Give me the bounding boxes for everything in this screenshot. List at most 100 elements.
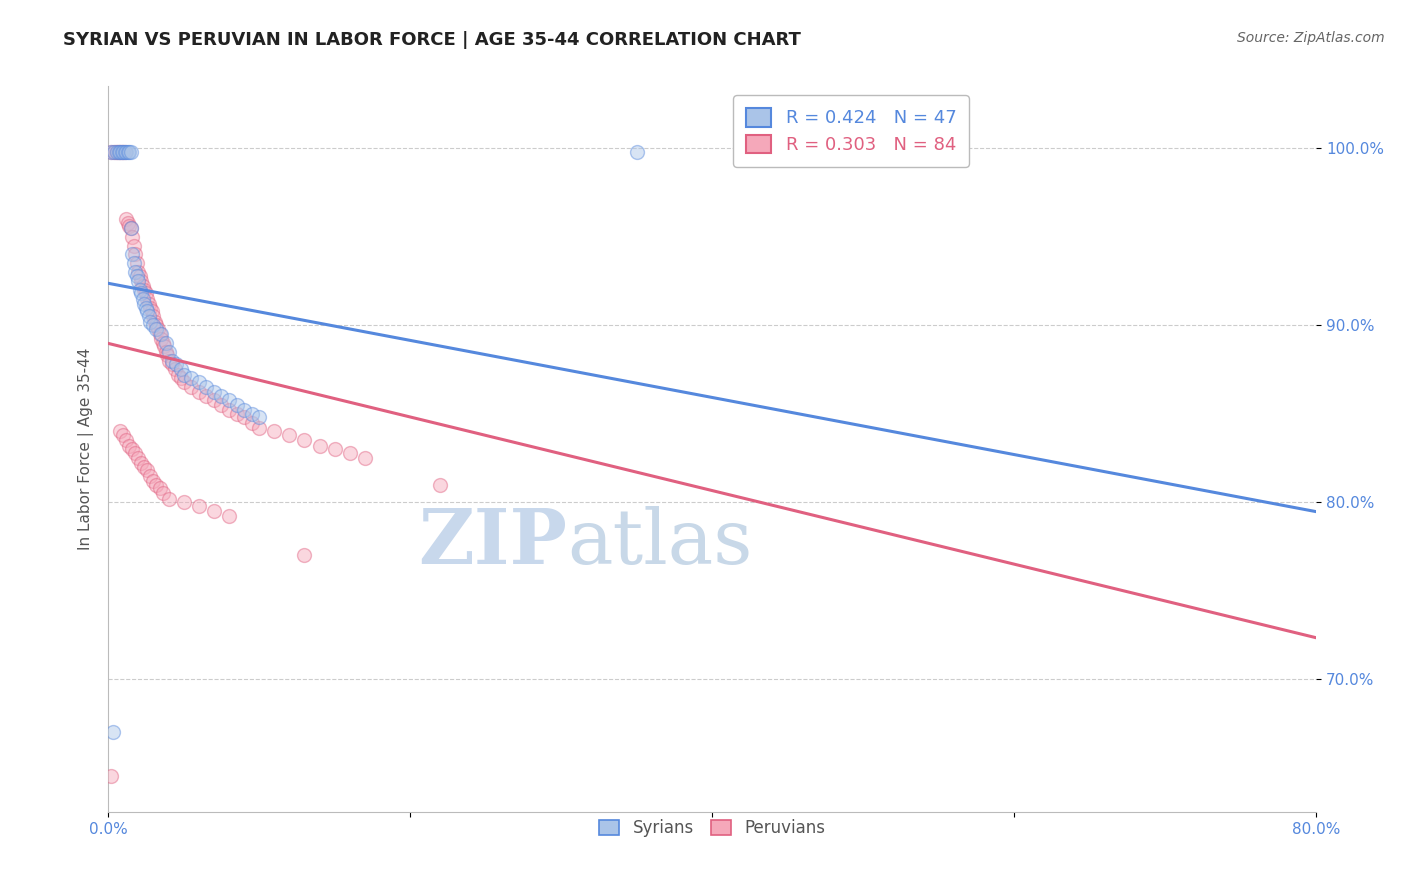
Point bbox=[195, 389, 218, 403]
Text: Source: ZipAtlas.com: Source: ZipAtlas.com bbox=[1237, 31, 1385, 45]
Point bbox=[278, 428, 301, 442]
Point bbox=[104, 145, 127, 159]
Point bbox=[110, 145, 132, 159]
Point bbox=[139, 301, 162, 315]
Point bbox=[127, 274, 149, 288]
Point bbox=[142, 474, 165, 488]
Point bbox=[157, 491, 180, 506]
Point bbox=[107, 145, 129, 159]
Point bbox=[202, 392, 225, 407]
Point bbox=[180, 371, 202, 385]
Point bbox=[117, 145, 139, 159]
Point bbox=[153, 339, 176, 353]
Point bbox=[150, 333, 173, 347]
Point bbox=[139, 315, 162, 329]
Point bbox=[115, 434, 138, 448]
Point bbox=[160, 353, 183, 368]
Point bbox=[122, 238, 145, 252]
Point bbox=[111, 145, 134, 159]
Point bbox=[138, 297, 160, 311]
Point bbox=[240, 407, 263, 421]
Point bbox=[145, 318, 167, 333]
Point bbox=[233, 410, 256, 425]
Point bbox=[121, 442, 143, 456]
Point bbox=[225, 398, 247, 412]
Point bbox=[145, 322, 167, 336]
Point bbox=[118, 219, 141, 234]
Point bbox=[195, 380, 218, 394]
Point bbox=[124, 265, 146, 279]
Text: atlas: atlas bbox=[567, 507, 752, 581]
Point bbox=[103, 145, 125, 159]
Point bbox=[115, 212, 138, 227]
Text: SYRIAN VS PERUVIAN IN LABOR FORCE | AGE 35-44 CORRELATION CHART: SYRIAN VS PERUVIAN IN LABOR FORCE | AGE … bbox=[63, 31, 801, 49]
Point bbox=[128, 283, 150, 297]
Point bbox=[148, 481, 170, 495]
Point bbox=[131, 274, 153, 288]
Point bbox=[135, 286, 157, 301]
Point bbox=[209, 398, 232, 412]
Point bbox=[247, 410, 270, 425]
Point bbox=[145, 477, 167, 491]
Point bbox=[155, 344, 177, 359]
Point bbox=[131, 456, 153, 470]
Point bbox=[115, 145, 138, 159]
Point bbox=[339, 445, 361, 459]
Point bbox=[155, 335, 177, 350]
Point bbox=[136, 304, 159, 318]
Point bbox=[114, 145, 136, 159]
Point bbox=[165, 357, 187, 371]
Point bbox=[166, 368, 188, 382]
Point bbox=[173, 368, 195, 382]
Point bbox=[626, 145, 648, 159]
Point bbox=[747, 145, 769, 159]
Point bbox=[209, 389, 232, 403]
Point bbox=[105, 145, 128, 159]
Point bbox=[247, 421, 270, 435]
Point bbox=[121, 229, 143, 244]
Point bbox=[110, 425, 132, 439]
Point bbox=[118, 145, 141, 159]
Point bbox=[117, 216, 139, 230]
Point bbox=[142, 318, 165, 333]
Point bbox=[294, 549, 316, 563]
Point bbox=[131, 286, 153, 301]
Point bbox=[173, 375, 195, 389]
Point bbox=[118, 439, 141, 453]
Point bbox=[132, 279, 155, 293]
Point bbox=[122, 256, 145, 270]
Point bbox=[143, 315, 166, 329]
Point bbox=[240, 416, 263, 430]
Point bbox=[180, 380, 202, 394]
Point bbox=[150, 327, 173, 342]
Point bbox=[157, 353, 180, 368]
Point bbox=[218, 403, 240, 417]
Point bbox=[354, 450, 377, 465]
Point bbox=[135, 301, 157, 315]
Point bbox=[173, 495, 195, 509]
Point bbox=[169, 362, 191, 376]
Point bbox=[105, 145, 128, 159]
Point bbox=[134, 297, 156, 311]
Point bbox=[114, 145, 136, 159]
Point bbox=[125, 268, 148, 283]
Point bbox=[100, 770, 122, 784]
Point bbox=[187, 375, 209, 389]
Point bbox=[120, 145, 142, 159]
Point bbox=[127, 450, 149, 465]
Point bbox=[152, 486, 174, 500]
Point bbox=[136, 463, 159, 477]
Point bbox=[134, 283, 156, 297]
Point bbox=[100, 145, 122, 159]
Point bbox=[111, 145, 134, 159]
Point bbox=[323, 442, 346, 456]
Point bbox=[142, 310, 165, 324]
Point bbox=[233, 403, 256, 417]
Point bbox=[139, 468, 162, 483]
Point bbox=[169, 371, 191, 385]
Point bbox=[127, 265, 149, 279]
Point bbox=[263, 425, 285, 439]
Point bbox=[124, 247, 146, 261]
Point bbox=[112, 428, 135, 442]
Point bbox=[152, 335, 174, 350]
